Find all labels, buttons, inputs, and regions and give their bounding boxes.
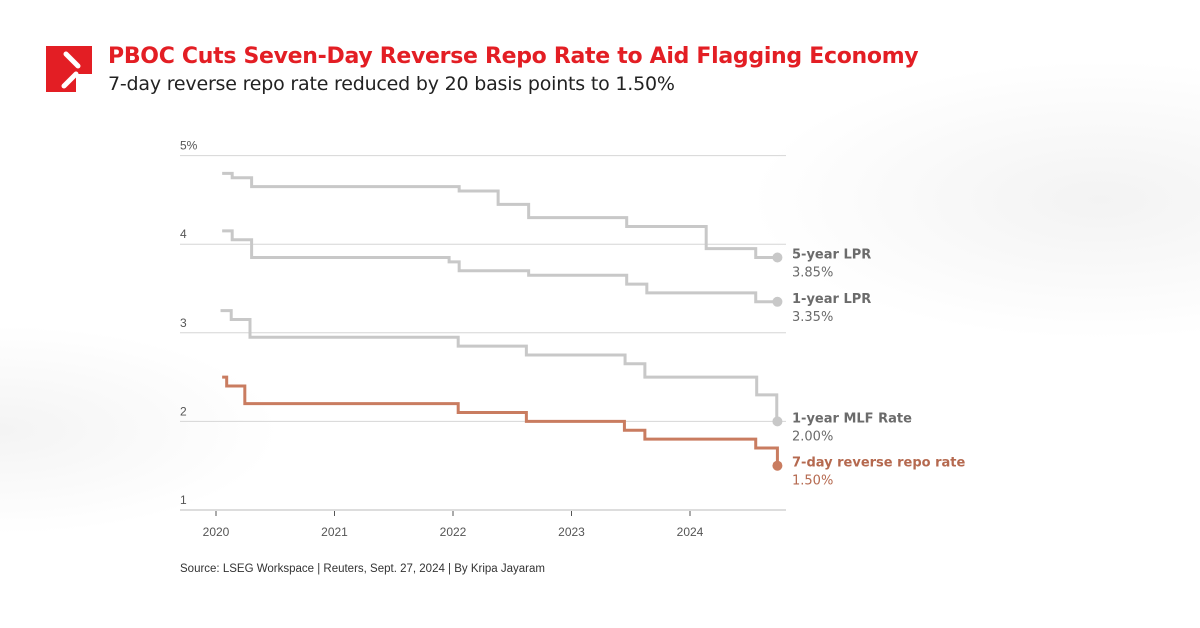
series-label: 1-year MLF Rate [792,411,912,426]
x-tick-label: 2023 [558,525,585,539]
series-line [220,309,779,423]
series-line [222,229,778,304]
series-label: 5-year LPR [792,247,871,262]
series-end-dot [772,416,783,427]
series-end-value: 3.85% [792,265,833,280]
series-label: 7-day reverse repo rate [792,456,966,471]
series-end-value: 2.00% [792,429,833,444]
y-tick-label: 3 [180,316,187,330]
y-tick-label: 5% [180,139,198,153]
x-tick-label: 2020 [203,525,230,539]
series-end-dot [772,252,783,263]
x-tick-label: 2021 [321,525,348,539]
source-note: Source: LSEG Workspace | Reuters, Sept. … [180,563,545,575]
series-end-dot [772,296,783,307]
x-tick-label: 2024 [677,525,704,539]
series-label: 1-year LPR [792,292,871,307]
chart-title: PBOC Cuts Seven-Day Reverse Repo Rate to… [108,44,919,69]
series-line [222,375,779,466]
y-tick-label: 1 [180,493,187,507]
series-line [222,171,778,259]
y-tick-label: 4 [180,227,187,241]
y-tick-label: 2 [180,404,187,418]
series-end-dot [772,460,783,471]
reuters-logo-icon [46,46,92,92]
series-end-value: 3.35% [792,310,833,325]
series-end-value: 1.50% [792,474,833,489]
x-tick-label: 2022 [440,525,467,539]
chart-subtitle: 7-day reverse repo rate reduced by 20 ba… [108,73,675,95]
